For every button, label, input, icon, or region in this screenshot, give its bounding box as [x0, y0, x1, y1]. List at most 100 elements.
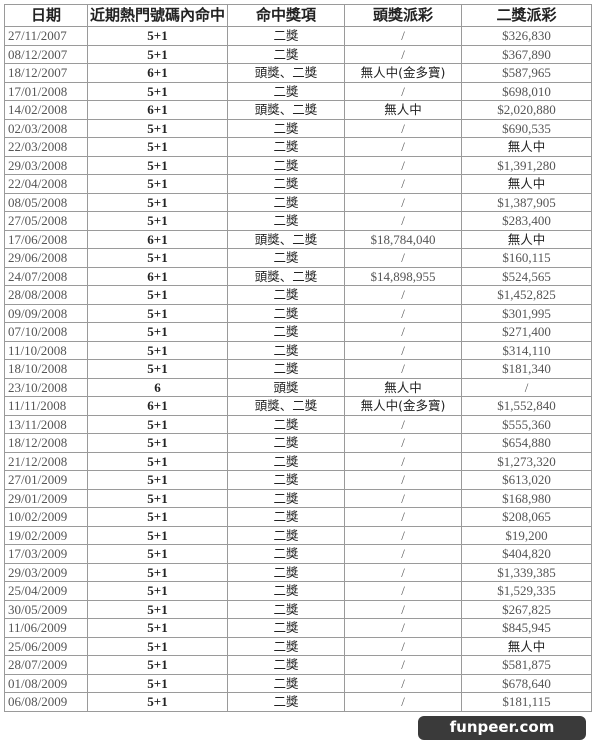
first-prize-cell: /	[344, 618, 462, 638]
prize-cell: 二獎	[227, 470, 345, 490]
date-cell: 09/09/2008	[4, 303, 88, 323]
date-cell: 28/07/2009	[4, 655, 88, 675]
first-prize-cell: /	[344, 433, 462, 453]
prize-cell: 二獎	[227, 155, 345, 175]
second-prize-cell: $181,115	[461, 692, 592, 712]
hit-cell: 5+1	[87, 451, 228, 471]
second-prize-cell: $160,115	[461, 248, 592, 268]
first-prize-cell: $18,784,040	[344, 229, 462, 249]
second-prize-cell: 無人中	[461, 636, 592, 656]
hit-cell: 5+1	[87, 618, 228, 638]
table-row: 01/08/2009 5+1 二獎 / $678,640	[4, 673, 592, 693]
prize-cell: 二獎	[227, 655, 345, 675]
date-cell: 27/01/2009	[4, 470, 88, 490]
first-prize-cell: /	[344, 155, 462, 175]
second-prize-cell: $690,535	[461, 118, 592, 138]
date-cell: 08/12/2007	[4, 44, 88, 64]
first-prize-cell: /	[344, 211, 462, 231]
hit-cell: 5+1	[87, 303, 228, 323]
prize-cell: 頭獎、二獎	[227, 396, 345, 416]
prize-cell: 二獎	[227, 81, 345, 101]
first-prize-cell: /	[344, 673, 462, 693]
second-prize-cell: $2,020,880	[461, 100, 592, 120]
prize-cell: 二獎	[227, 285, 345, 305]
first-prize-cell: /	[344, 414, 462, 434]
prize-cell: 二獎	[227, 44, 345, 64]
hit-cell: 5+1	[87, 655, 228, 675]
table-row: 18/12/2007 6+1 頭獎、二獎 無人中(金多寶) $587,965	[4, 63, 592, 83]
hit-cell: 5+1	[87, 599, 228, 619]
table-row: 29/01/2009 5+1 二獎 / $168,980	[4, 488, 592, 508]
hit-cell: 5+1	[87, 359, 228, 379]
first-prize-cell: /	[344, 192, 462, 212]
first-prize-cell: 無人中(金多寶)	[344, 396, 462, 416]
second-prize-cell: $698,010	[461, 81, 592, 101]
date-cell: 29/06/2008	[4, 248, 88, 268]
date-cell: 11/10/2008	[4, 340, 88, 360]
first-prize-cell: /	[344, 248, 462, 268]
prize-cell: 二獎	[227, 507, 345, 527]
prize-cell: 二獎	[227, 581, 345, 601]
date-cell: 10/02/2009	[4, 507, 88, 527]
header-prize-won: 命中獎項	[227, 4, 345, 27]
second-prize-cell: $678,640	[461, 673, 592, 693]
date-cell: 30/05/2009	[4, 599, 88, 619]
first-prize-cell: /	[344, 285, 462, 305]
table-row: 23/10/2008 6 頭獎 無人中 /	[4, 377, 592, 397]
second-prize-cell: $314,110	[461, 340, 592, 360]
second-prize-cell: $845,945	[461, 618, 592, 638]
prize-cell: 頭獎	[227, 377, 345, 397]
prize-cell: 頭獎、二獎	[227, 100, 345, 120]
date-cell: 17/06/2008	[4, 229, 88, 249]
first-prize-cell: /	[344, 636, 462, 656]
prize-cell: 二獎	[227, 322, 345, 342]
second-prize-cell: $181,340	[461, 359, 592, 379]
hit-cell: 5+1	[87, 174, 228, 194]
header-first-prize-payout: 頭獎派彩	[344, 4, 462, 27]
date-cell: 22/04/2008	[4, 174, 88, 194]
date-cell: 08/05/2008	[4, 192, 88, 212]
prize-cell: 二獎	[227, 26, 345, 46]
date-cell: 01/08/2009	[4, 673, 88, 693]
hit-cell: 5+1	[87, 488, 228, 508]
first-prize-cell: 無人中	[344, 377, 462, 397]
first-prize-cell: /	[344, 525, 462, 545]
second-prize-cell: $19,200	[461, 525, 592, 545]
date-cell: 17/03/2009	[4, 544, 88, 564]
hit-cell: 5+1	[87, 692, 228, 712]
prize-cell: 頭獎、二獎	[227, 229, 345, 249]
second-prize-cell: $168,980	[461, 488, 592, 508]
date-cell: 02/03/2008	[4, 118, 88, 138]
second-prize-cell: $301,995	[461, 303, 592, 323]
table-row: 27/11/2007 5+1 二獎 / $326,830	[4, 26, 592, 46]
first-prize-cell: /	[344, 340, 462, 360]
table-row: 29/03/2008 5+1 二獎 / $1,391,280	[4, 155, 592, 175]
hit-cell: 5+1	[87, 192, 228, 212]
first-prize-cell: /	[344, 581, 462, 601]
second-prize-cell: $654,880	[461, 433, 592, 453]
prize-cell: 二獎	[227, 544, 345, 564]
table-row: 07/10/2008 5+1 二獎 / $271,400	[4, 322, 592, 342]
date-cell: 29/01/2009	[4, 488, 88, 508]
table-row: 29/06/2008 5+1 二獎 / $160,115	[4, 248, 592, 268]
second-prize-cell: $613,020	[461, 470, 592, 490]
second-prize-cell: $1,387,905	[461, 192, 592, 212]
table-row: 30/05/2009 5+1 二獎 / $267,825	[4, 599, 592, 619]
first-prize-cell: /	[344, 470, 462, 490]
prize-cell: 二獎	[227, 636, 345, 656]
prize-cell: 二獎	[227, 414, 345, 434]
date-cell: 19/02/2009	[4, 525, 88, 545]
date-cell: 28/08/2008	[4, 285, 88, 305]
hit-cell: 5+1	[87, 562, 228, 582]
first-prize-cell: /	[344, 488, 462, 508]
lottery-results-table: 日期 近期熱門號碼內命中 命中獎項 頭獎派彩 二獎派彩 27/11/2007 5+…	[4, 4, 592, 712]
table-row: 14/02/2008 6+1 頭獎、二獎 無人中 $2,020,880	[4, 100, 592, 120]
second-prize-cell: $271,400	[461, 322, 592, 342]
hit-cell: 5+1	[87, 26, 228, 46]
table-row: 28/08/2008 5+1 二獎 / $1,452,825	[4, 285, 592, 305]
prize-cell: 二獎	[227, 673, 345, 693]
first-prize-cell: /	[344, 544, 462, 564]
date-cell: 17/01/2008	[4, 81, 88, 101]
first-prize-cell: /	[344, 26, 462, 46]
prize-cell: 二獎	[227, 248, 345, 268]
